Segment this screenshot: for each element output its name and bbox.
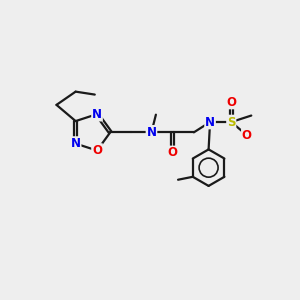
Text: O: O <box>168 146 178 159</box>
Text: N: N <box>70 137 81 150</box>
Text: O: O <box>226 95 236 109</box>
Text: N: N <box>146 126 157 139</box>
Text: S: S <box>227 116 236 128</box>
Text: O: O <box>242 129 252 142</box>
Text: O: O <box>92 144 102 157</box>
Text: N: N <box>92 108 102 121</box>
Text: N: N <box>205 116 215 128</box>
